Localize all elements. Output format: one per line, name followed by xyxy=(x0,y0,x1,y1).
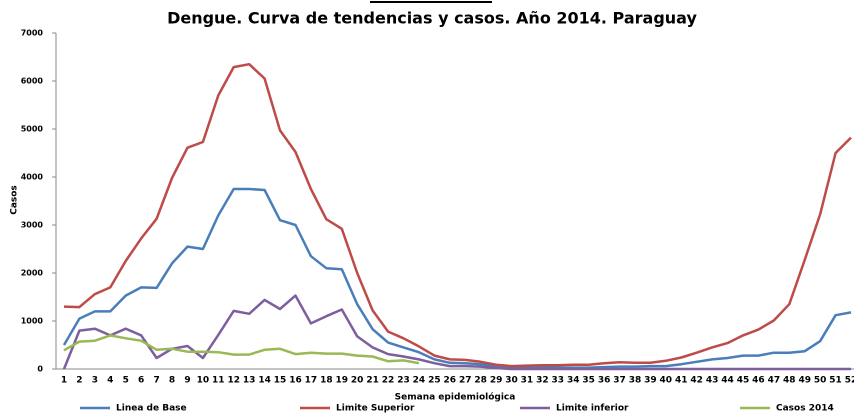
y-tick-label: 7000 xyxy=(21,29,44,38)
x-tick-label: 23 xyxy=(397,376,410,386)
x-tick-label: 17 xyxy=(305,376,318,386)
x-tick-label: 39 xyxy=(644,376,657,386)
x-tick-label: 24 xyxy=(413,376,426,386)
x-tick-label: 37 xyxy=(613,376,626,386)
x-tick-label: 21 xyxy=(366,376,379,386)
x-tick-label: 28 xyxy=(474,376,487,386)
x-tick-label: 29 xyxy=(490,376,503,386)
x-tick-label: 50 xyxy=(814,376,827,386)
series-line xyxy=(63,334,420,365)
x-tick-label: 12 xyxy=(227,376,240,386)
x-tick-label: 8 xyxy=(169,376,175,386)
x-tick-label: 1 xyxy=(61,376,67,386)
series-line xyxy=(62,187,852,369)
x-tick-label: 15 xyxy=(274,376,287,386)
legend-label: Limite inferior xyxy=(556,404,629,414)
x-tick-label: 4 xyxy=(107,376,113,386)
x-tick-label: 34 xyxy=(567,376,580,386)
x-tick-label: 20 xyxy=(351,376,364,386)
x-tick-label: 41 xyxy=(675,376,688,386)
y-tick-label: 5000 xyxy=(21,125,44,134)
x-tick-label: 51 xyxy=(829,376,842,386)
x-tick-label: 36 xyxy=(598,376,611,386)
x-tick-label: 27 xyxy=(459,376,472,386)
legend-label: Linea de Base xyxy=(116,404,187,414)
x-tick-label: 22 xyxy=(382,376,395,386)
x-tick-label: 18 xyxy=(320,376,333,386)
x-tick-label: 9 xyxy=(184,376,190,386)
x-tick-label: 40 xyxy=(660,376,673,386)
x-tick-label: 44 xyxy=(721,376,734,386)
x-tick-label: 16 xyxy=(289,376,302,386)
x-tick-label: 10 xyxy=(197,376,210,386)
x-tick-label: 31 xyxy=(521,376,534,386)
x-tick-label: 38 xyxy=(629,376,642,386)
x-tick-label: 43 xyxy=(706,376,719,386)
x-tick-label: 3 xyxy=(92,376,98,386)
y-tick-label: 2000 xyxy=(21,269,44,278)
y-tick-label: 3000 xyxy=(21,221,44,230)
x-tick-label: 45 xyxy=(737,376,750,386)
legend-label: Casos 2014 xyxy=(776,404,834,414)
x-tick-label: 52 xyxy=(845,376,854,386)
x-tick-label: 14 xyxy=(258,376,271,386)
x-tick-label: 35 xyxy=(582,376,595,386)
x-tick-label: 19 xyxy=(335,376,348,386)
x-tick-label: 46 xyxy=(752,376,765,386)
x-tick-label: 33 xyxy=(552,376,565,386)
x-tick-label: 2 xyxy=(76,376,82,386)
x-tick-label: 42 xyxy=(690,376,703,386)
x-tick-label: 32 xyxy=(536,376,549,386)
series-line xyxy=(63,62,852,368)
legend-label: Limite Superior xyxy=(336,404,415,414)
x-tick-label: 11 xyxy=(212,376,225,386)
x-tick-label: 13 xyxy=(243,376,256,386)
x-tick-label: 26 xyxy=(444,376,457,386)
y-tick-label: 4000 xyxy=(21,173,44,182)
x-tick-label: 25 xyxy=(428,376,441,386)
x-tick-label: 47 xyxy=(768,376,781,386)
y-tick-label: 0 xyxy=(37,365,43,374)
y-tick-label: 1000 xyxy=(21,317,44,326)
x-tick-label: 7 xyxy=(153,376,159,386)
y-axis-label: Casos xyxy=(10,185,20,215)
y-tick-label: 6000 xyxy=(21,77,44,86)
x-tick-label: 49 xyxy=(798,376,811,386)
x-tick-label: 48 xyxy=(783,376,796,386)
x-tick-label: 5 xyxy=(123,376,129,386)
x-axis-label: Semana epidemiológica xyxy=(395,392,516,403)
x-tick-label: 6 xyxy=(138,376,144,386)
x-tick-label: 30 xyxy=(505,376,518,386)
chart-title: Dengue. Curva de tendencias y casos. Año… xyxy=(167,9,697,28)
